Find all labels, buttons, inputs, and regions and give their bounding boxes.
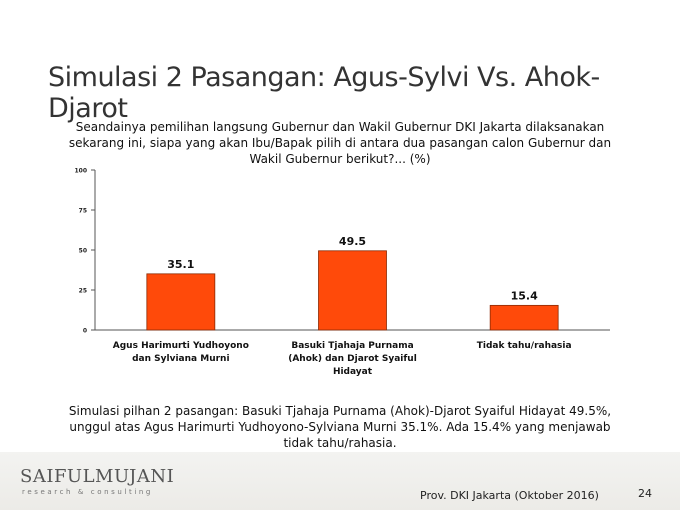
bar xyxy=(146,273,216,331)
x-category-label-line: Basuki Tjahaja Purnama xyxy=(291,341,413,351)
survey-question: Seandainya pemilihan langsung Gubernur d… xyxy=(68,120,612,166)
y-tick-label: 50 xyxy=(79,248,87,255)
x-category-label: Basuki Tjahaja Purnama (Ahok) dan Djarot … xyxy=(288,341,417,377)
y-tick-label: 75 xyxy=(79,208,87,215)
bar-data-label: 35.1 xyxy=(167,258,194,271)
source-note: Prov. DKI Jakarta (Oktober 2016) xyxy=(420,489,599,502)
x-category-label-line: Hidayat xyxy=(333,367,373,377)
bar-data-label: 15.4 xyxy=(511,289,538,302)
x-category-label-line: (Ahok) dan Djarot Syaiful xyxy=(288,354,417,364)
logo-tagline: research & consulting xyxy=(22,488,153,496)
bar-data-label: 49.5 xyxy=(339,235,366,248)
bar-chart: 0 25 50 75 100 35.1 Agus Harimurti Yudhoyono da… xyxy=(74,168,610,377)
bar xyxy=(318,250,387,331)
page-number: 24 xyxy=(638,487,652,500)
logo: SAIFULMUJANI xyxy=(20,466,175,487)
footer-band xyxy=(0,452,680,510)
x-category-label-line: dan Sylviana Murni xyxy=(132,354,229,364)
x-category-label: Tidak tahu/rahasia xyxy=(477,341,572,351)
slide-title: Simulasi 2 Pasangan: Agus-Sylvi Vs. Ahok… xyxy=(48,62,600,124)
x-category-label-line: Tidak tahu/rahasia xyxy=(477,341,572,351)
y-tick-label: 25 xyxy=(79,288,87,295)
x-category-label-line: Agus Harimurti Yudhoyono xyxy=(113,341,249,351)
y-tick-label: 100 xyxy=(74,168,87,175)
bar xyxy=(489,304,559,331)
summary-text: Simulasi pilhan 2 pasangan: Basuki Tjaha… xyxy=(68,404,612,450)
x-category-label: Agus Harimurti Yudhoyono dan Sylviana Mur… xyxy=(113,341,249,364)
y-tick-label: 0 xyxy=(83,328,87,335)
